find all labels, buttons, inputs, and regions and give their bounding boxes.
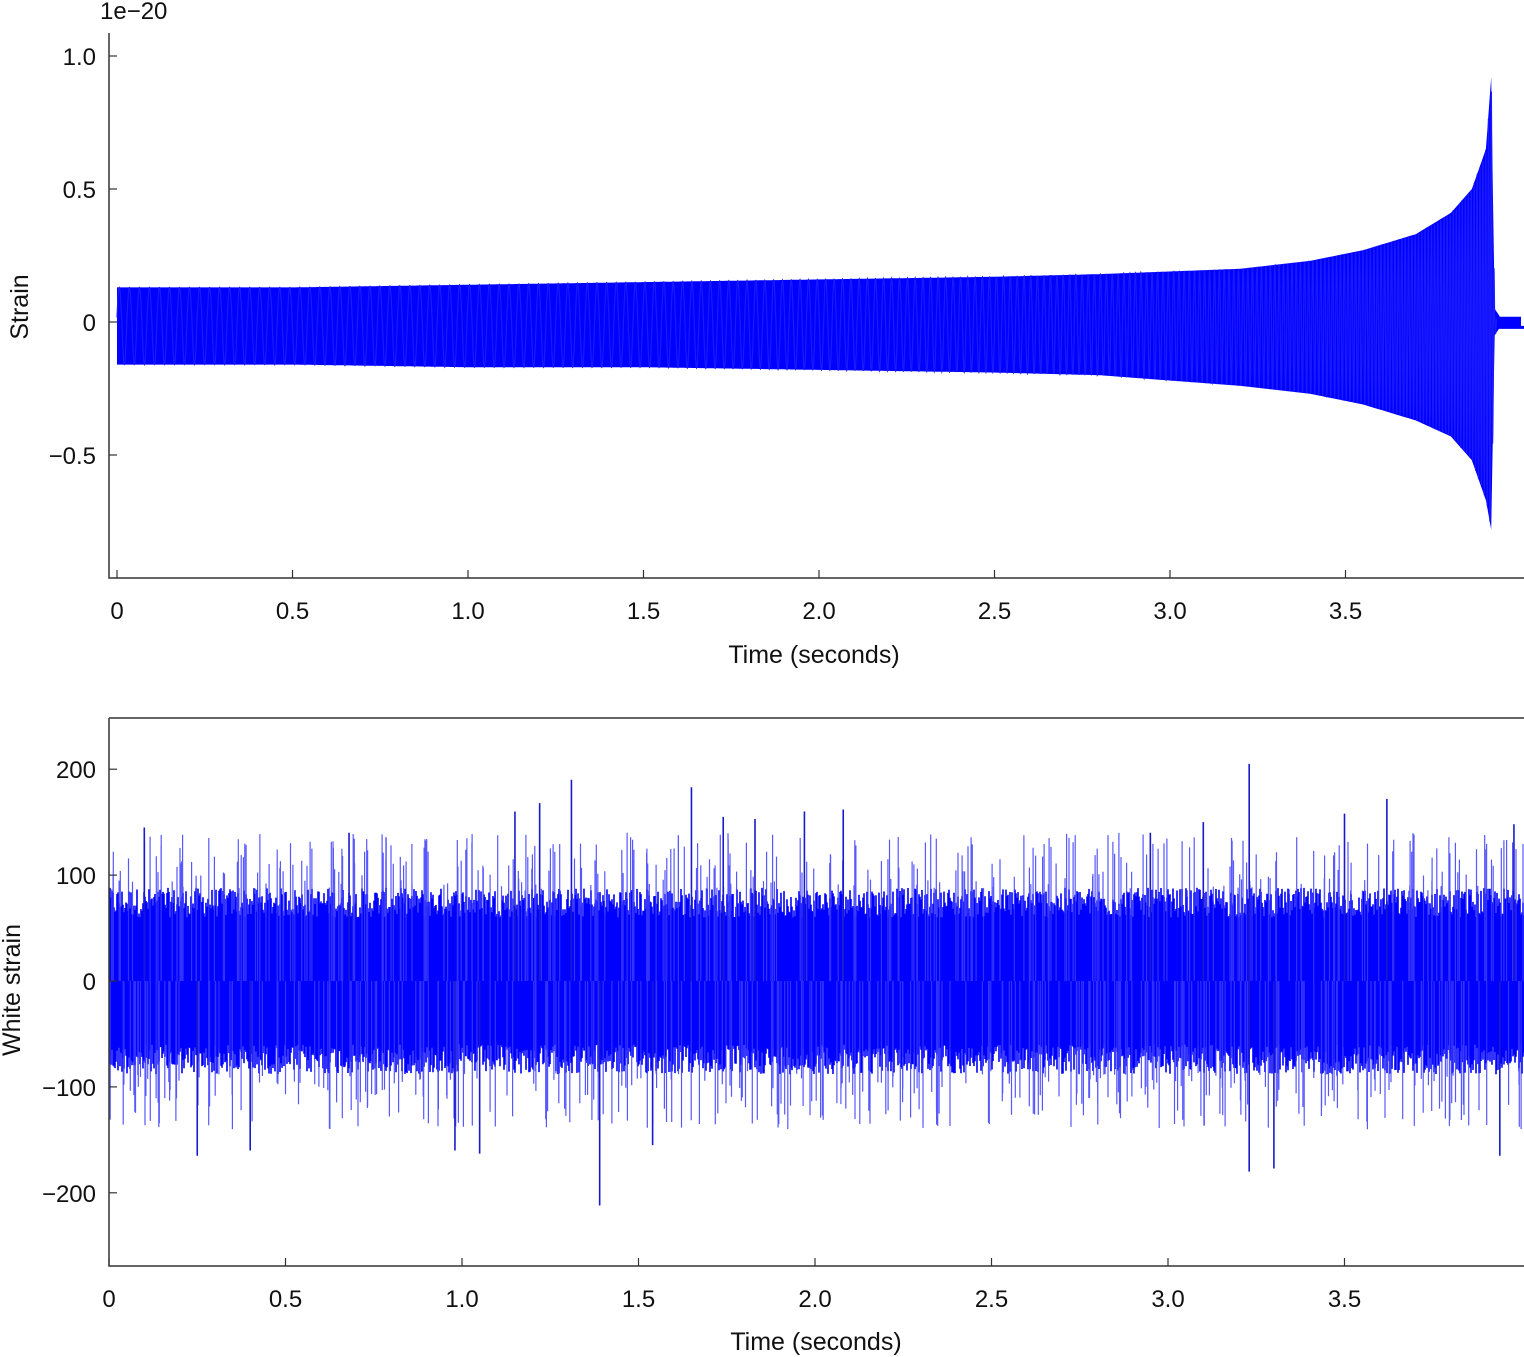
x-tick-label: 2.0	[798, 1286, 831, 1313]
white-strain-y-ticks: −200 −100 0 100 200	[42, 757, 117, 1208]
strain-data-area	[116, 77, 1524, 530]
x-tick-label: 1.0	[451, 598, 484, 625]
x-tick-label: 1.5	[622, 1286, 655, 1313]
strain-x-ticks: 0 0.5 1.0 1.5 2.0 2.5 3.0 3.5	[110, 570, 1362, 625]
x-tick-label: 0.5	[269, 1286, 302, 1313]
x-tick-label: 0.5	[276, 598, 309, 625]
y-tick-label: 200	[56, 757, 96, 784]
y-tick-label: −200	[42, 1181, 96, 1208]
strain-line	[116, 91, 1497, 522]
y-tick-label: 0	[83, 969, 96, 996]
y-tick-label: 0	[83, 310, 96, 337]
white-strain-y-axis-label: White strain	[0, 924, 26, 1056]
x-tick-label: 1.0	[445, 1286, 478, 1313]
strain-y-ticks: −0.5 0 0.5 1.0	[49, 44, 117, 470]
x-tick-label: 3.0	[1153, 598, 1186, 625]
white-strain-x-ticks: 0 0.5 1.0 1.5 2.0 2.5 3.0 3.5	[102, 1258, 1361, 1313]
x-tick-label: 0	[102, 1286, 115, 1313]
white-strain-x-axis-label: Time (seconds)	[730, 1328, 901, 1356]
y-tick-label: −100	[42, 1075, 96, 1102]
y-tick-label: 0.5	[63, 177, 96, 204]
x-tick-label: 2.5	[978, 598, 1011, 625]
x-tick-label: 2.5	[975, 1286, 1008, 1313]
x-tick-label: 3.5	[1329, 598, 1362, 625]
strain-chart-panel: 0 0.5 1.0 1.5 2.0 2.5 3.0 3.5 −0.5 0 0.5 1.0 1e−20…	[6, 0, 1524, 669]
white-strain-chart-panel: 0 0.5 1.0 1.5 2.0 2.5 3.0 3.5 −200 −100 0 100 200 T…	[0, 717, 1524, 1356]
y-tick-label: 100	[56, 863, 96, 890]
strain-axes-frame	[108, 33, 1524, 579]
y-tick-label: −0.5	[49, 443, 96, 470]
x-tick-label: 1.5	[627, 598, 660, 625]
x-tick-label: 0	[110, 598, 123, 625]
x-tick-label: 2.0	[802, 598, 835, 625]
white-strain-data-area	[109, 763, 1524, 1206]
strain-scale-label: 1e−20	[100, 0, 167, 25]
y-tick-label: 1.0	[63, 44, 96, 71]
white-strain-wisps	[109, 832, 1524, 1130]
strain-y-axis-label: Strain	[6, 274, 34, 339]
x-tick-label: 3.5	[1328, 1286, 1361, 1313]
x-tick-label: 3.0	[1151, 1286, 1184, 1313]
strain-x-axis-label: Time (seconds)	[728, 641, 899, 669]
